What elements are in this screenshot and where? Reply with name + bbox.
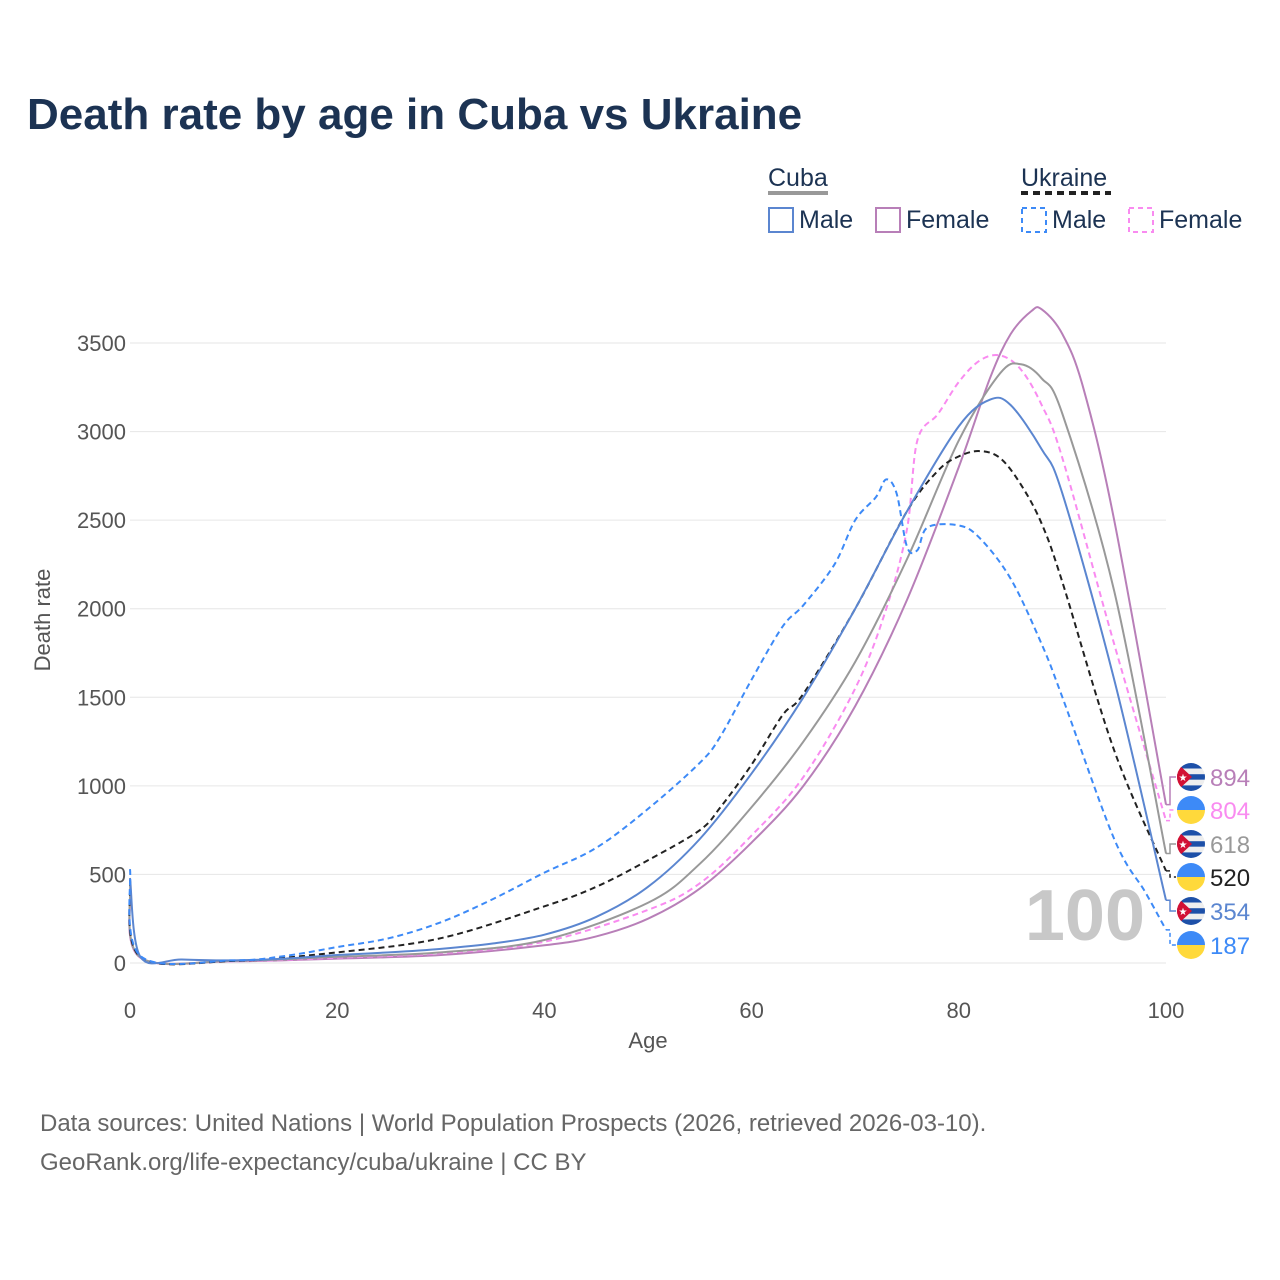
legend-cuba-male: Male bbox=[799, 206, 854, 234]
y-tick-label: 1000 bbox=[77, 774, 126, 799]
y-tick-label: 3000 bbox=[77, 420, 126, 445]
end-connector bbox=[1166, 776, 1176, 806]
year-watermark: 100 bbox=[1025, 876, 1145, 956]
chart-title: Death rate by age in Cuba vs Ukraine bbox=[27, 90, 803, 139]
end-value-label: 520 bbox=[1210, 865, 1250, 892]
source-line-2[interactable]: GeoRank.org/life-expectancy/cuba/ukraine… bbox=[40, 1149, 587, 1176]
end-value-label: 354 bbox=[1210, 899, 1250, 926]
end-connector bbox=[1166, 929, 1176, 946]
end-connector bbox=[1166, 899, 1176, 912]
legend-cuba-male-swatch bbox=[768, 207, 794, 233]
svg-text:★: ★ bbox=[1179, 773, 1188, 784]
cuba-flag-icon: ★ bbox=[1177, 830, 1205, 858]
legend-cuba-female: Female bbox=[906, 206, 990, 234]
legend-ukraine-female: Female bbox=[1159, 206, 1243, 234]
end-connector bbox=[1166, 843, 1176, 855]
series-line-ukraine bbox=[128, 450, 1167, 966]
y-tick-label: 500 bbox=[89, 862, 126, 887]
source-line-1: Data sources: United Nations | World Pop… bbox=[40, 1110, 987, 1137]
y-tick-label: 2500 bbox=[77, 508, 126, 533]
end-connector bbox=[1166, 809, 1176, 822]
x-tick-label: 0 bbox=[124, 998, 136, 1023]
x-tick-label: 60 bbox=[739, 998, 763, 1023]
y-axis-label: Death rate bbox=[30, 569, 55, 672]
svg-text:★: ★ bbox=[1179, 907, 1188, 918]
series-line-ukraine-male bbox=[128, 478, 1167, 965]
legend-cuba-line bbox=[768, 191, 828, 195]
ukraine-flag-icon bbox=[1177, 863, 1205, 891]
x-tick-label: 40 bbox=[532, 998, 556, 1023]
x-axis-label: Age bbox=[628, 1028, 667, 1053]
legend-ukraine-male-swatch bbox=[1021, 207, 1047, 233]
series-line-ukraine-female bbox=[128, 353, 1167, 966]
y-tick-label: 0 bbox=[114, 951, 126, 976]
legend-ukraine-female-swatch bbox=[1128, 207, 1154, 233]
y-tick-label: 1500 bbox=[77, 685, 126, 710]
end-value-label: 894 bbox=[1210, 765, 1250, 792]
legend-cuba-female-swatch bbox=[875, 207, 901, 233]
x-tick-label: 20 bbox=[325, 998, 349, 1023]
legend-ukraine-male: Male bbox=[1052, 206, 1107, 234]
legend-cuba-title: Cuba bbox=[768, 164, 828, 192]
svg-text:★: ★ bbox=[1179, 840, 1188, 851]
x-tick-label: 100 bbox=[1148, 998, 1185, 1023]
legend bbox=[768, 191, 1154, 233]
cuba-flag-icon: ★ bbox=[1177, 763, 1205, 791]
series-line-cuba bbox=[128, 362, 1167, 966]
cuba-flag-icon: ★ bbox=[1177, 897, 1205, 925]
y-tick-label: 3500 bbox=[77, 331, 126, 356]
end-connector bbox=[1166, 870, 1176, 878]
y-tick-label: 2000 bbox=[77, 597, 126, 622]
end-value-label: 187 bbox=[1210, 933, 1250, 960]
end-value-label: 804 bbox=[1210, 798, 1250, 825]
legend-ukraine-title: Ukraine bbox=[1021, 164, 1108, 192]
series-line-cuba-female bbox=[128, 306, 1167, 965]
series-line-cuba-male bbox=[129, 396, 1167, 965]
x-tick-label: 80 bbox=[947, 998, 971, 1023]
end-value-label: 618 bbox=[1210, 832, 1250, 859]
ukraine-flag-icon bbox=[1177, 796, 1205, 824]
ukraine-flag-icon bbox=[1177, 931, 1205, 959]
